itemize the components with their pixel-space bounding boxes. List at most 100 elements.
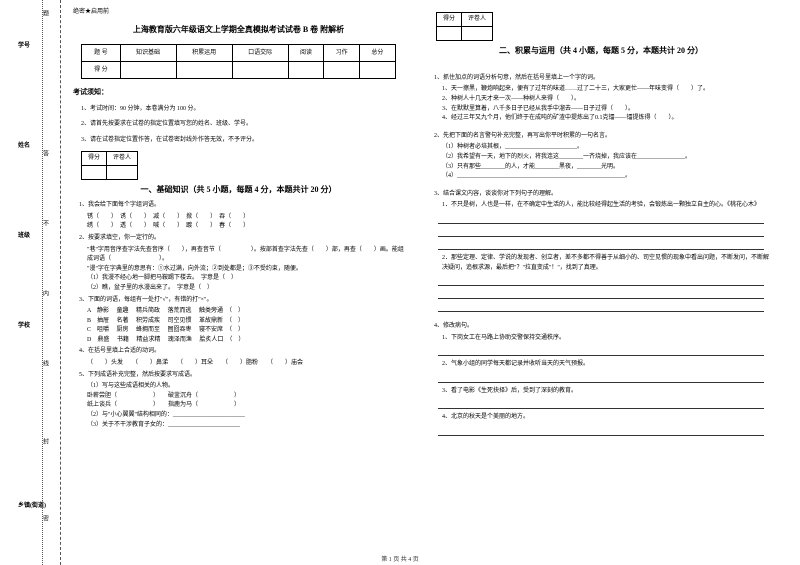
q2-sub1: （1）我漫不经心地一脚把马鞍踢下楼去。 字意是（ ） [87, 274, 404, 284]
q2-stem: 2、按要求填空，你一定行的。 [79, 234, 404, 244]
scorebox2-blank1 [437, 27, 462, 41]
score-h-4: 口语交际 [232, 45, 288, 62]
s2q2-l1: （1）种树者必培其根，________________________。 [442, 143, 774, 153]
scorebox-blank2 [107, 166, 138, 180]
right-column: 得分评卷人 二、积累与运用（共 4 小题，每题 5 分，本题共计 20 分） 1… [416, 0, 786, 565]
fix-line-3 [438, 400, 764, 409]
seal-char-2: 答 [41, 150, 50, 156]
section1-scorebox: 得分评卷人 [81, 151, 138, 180]
score-summary-table: 题 号 知识基础 积累运用 口语交际 阅读 习作 总分 得 分 [81, 44, 395, 79]
left-column: 绝密★启用前 上海教育版六年级语文上学期全真模拟考试试卷 B 卷 附解析 题 号… [61, 0, 416, 565]
answer-line-5 [438, 290, 764, 299]
score-r-2 [120, 62, 176, 79]
scorebox2-blank2 [462, 27, 493, 41]
s2q1-l4: 4、经过三年又九个月，他们终于在成吨的矿渣中提炼出了0.1克镭——镭提炼得（ ）… [442, 114, 774, 124]
seal-line-1 [42, 0, 43, 565]
section2-scorebox: 得分评卷人 [436, 12, 493, 41]
exam-title: 上海教育版六年级语文上学期全真模拟考试试卷 B 卷 附解析 [73, 24, 404, 37]
instruction-1: 1、考试时间：90 分钟，本卷满分为 100 分。 [81, 105, 404, 115]
s2q2-stem: 2、先把下面的名言警句补充完整，再写出你平时积累的一句名言。 [434, 132, 774, 142]
s2q1-l3: 3、在默默里算着，八千多日子已经从我手中溜去——日子过得（ ）。 [442, 105, 774, 115]
fix-line-1 [438, 347, 764, 356]
seal-char-7: 密 [41, 515, 50, 521]
scorebox-c2: 评卷人 [107, 152, 138, 166]
s2q2-l3: （3）只有那些________的人，才能________黑夜，________光… [442, 163, 774, 173]
page-footer: 第 1 页 共 4 页 [0, 554, 800, 563]
s2q3-l1: 1．不只是树，人也是一样，在不确定中生活的人，能比较经得起生活的考验，会锻炼出一… [442, 201, 774, 211]
q5-sub1: （1）写与这些成语相关的人物。 [87, 382, 404, 392]
score-r-1: 得 分 [82, 62, 120, 79]
q2-l2: "漫"字在字典里的意思有：①水过满，向外流；②到处都是；③不受约束，随便。 [87, 265, 404, 275]
instruction-2: 2、请首先按要求在试卷的指定位置填写您的姓名、班级、学号。 [81, 120, 404, 130]
q3-row-c: C 咀嚼 厨房 蜂拥而至 囫囵吞枣 寝不安席 （ ） [87, 326, 404, 336]
s2q1-l1: 1、天一擦黑，鞭炮响起来，便有了过年的味道……过了二十三，大家更忙——年味变得（… [442, 85, 774, 95]
s2q4-l3: 3、看了电影《生死抉择》后，受到了深刻的教育。 [442, 387, 774, 397]
instructions-heading: 考试须知： [73, 87, 404, 98]
class-label: 班级 [18, 230, 30, 239]
q4-stem: 4、在括号里填上合适的动词。 [79, 347, 404, 357]
name-label: 姓名 [18, 140, 30, 149]
s2q2-l2: （2）我希望有一天，地下的烈火，将我连这________一齐烧掉，我应该在___… [442, 153, 774, 163]
s2q1-l2: 2、种树人十几天才来一次——种树人来得（ ）。 [442, 95, 774, 105]
q3-row-d: D 鼎盛 书籍 精益求精 瑰泽而渔 脍炙人口 （ ） [87, 336, 404, 346]
score-h-2: 知识基础 [120, 45, 176, 62]
score-h-7: 总分 [359, 45, 395, 62]
student-id-label: 学号 [18, 40, 30, 49]
score-h-3: 积累运用 [176, 45, 232, 62]
score-r-7 [359, 62, 395, 79]
score-h-6: 习作 [324, 45, 360, 62]
q4-line: （ ）头发 （ ）鼻涕 （ ）耳朵 （ ）脂粉 （ ）庙会 [87, 359, 404, 369]
q5-line2: 纸上谈兵（ ） 指鹿为马（ ） [87, 401, 404, 411]
s2q4-l2: 2、气象小组的同学每天都记录并收听当天的天气预报。 [442, 360, 774, 370]
scorebox2-c1: 得分 [437, 13, 462, 27]
school-label: 学校 [18, 320, 30, 329]
fix-line-2 [438, 374, 764, 383]
fix-line-4 [438, 427, 764, 436]
s2q3-add: 2．那些定理、定律、学说的发现者、创立者，差不多都不得善于从细小的、司空见惯的现… [442, 254, 774, 273]
q5-stem: 5、下列成语补充完整，然后按要求写成语。 [79, 371, 404, 381]
score-r-3 [176, 62, 232, 79]
scorebox-blank1 [82, 166, 107, 180]
q3-row-a: A 静影 童趣 精兵简政 落荒而逃 触类旁通 （ ） [87, 307, 404, 317]
score-r-5 [288, 62, 324, 79]
q1-stem: 1、我会给下面每个字组词语。 [79, 201, 404, 211]
s2q1-stem: 1、抓住加点的词语分析句意，然后在括号里填上一个字的词。 [434, 74, 774, 84]
q5-line1: 卧薪尝胆（ ） 破釜沉舟（ ） [87, 392, 404, 402]
q3-row-b: B 抽屉 名著 积劳成疾 司空见惯 革故鼎新 （ ） [87, 317, 404, 327]
q2-l1: "巷"字用音序查字法先查音序（ ），再查音节（ ）。按部首查字法先查（ ）部，再… [87, 246, 404, 265]
s2q2-l4: （4）_____________________________________… [442, 172, 774, 182]
q1-row1: 锈（ ） 诱（ ） 减（ ） 掀（ ） 吞（ ） [87, 213, 404, 223]
seal-char-4: 内 [41, 290, 50, 296]
answer-line-3 [438, 241, 764, 250]
seal-char-3: 不 [41, 220, 50, 226]
answer-line-4 [438, 277, 764, 286]
s2q3-stem: 3、结合课文内容，谈谈你对下列句子的理解。 [434, 190, 774, 200]
s2q4-l1: 1、下岗女工在马路上协助交警保持交通秩序。 [442, 334, 774, 344]
score-h-1: 题 号 [82, 45, 120, 62]
q1-row2: 绣（ ） 透（ ） 喊（ ） 踱（ ） 春（ ） [87, 222, 404, 232]
s2q4-l4: 4、北京的秋天是个美丽的地方。 [442, 413, 774, 423]
section-1-title: 一、基础知识（共 5 小题，每题 4 分，本题共计 20 分） [73, 184, 404, 197]
q3-stem: 3、下面的词语，每组有一处打"√"，有错的打"×"。 [79, 296, 404, 306]
instructions-list: 1、考试时间：90 分钟，本卷满分为 100 分。 2、请首先按要求在试卷的指定… [73, 105, 404, 146]
q2-sub2: （2）瞧，盆子里的水漫出来了。 字意是（ ） [87, 284, 404, 294]
answer-line-2 [438, 228, 764, 237]
section-2-title: 二、积累与运用（共 4 小题，每题 5 分，本题共计 20 分） [428, 45, 774, 58]
seal-char-1: 题 [41, 10, 50, 16]
exam-page: 学号 姓名 班级 学校 乡镇(街道) 题 答 不 内 线 封 密 绝密★启用前 … [0, 0, 800, 565]
confidential-mark: 绝密★启用前 [73, 8, 404, 18]
seal-char-5: 线 [41, 360, 50, 366]
scorebox2-c2: 评卷人 [462, 13, 493, 27]
q5-sub3: （3）关于不干涉教育子女的：________________________ [87, 421, 404, 431]
binding-margin: 学号 姓名 班级 学校 乡镇(街道) 题 答 不 内 线 封 密 [0, 0, 61, 565]
score-h-5: 阅读 [288, 45, 324, 62]
answer-line-6 [438, 303, 764, 312]
answer-line-1 [438, 215, 764, 224]
seal-char-6: 封 [41, 438, 50, 444]
scorebox-c1: 得分 [82, 152, 107, 166]
q5-sub2: （2）与"小心翼翼"结构相同的：________________________ [87, 411, 404, 421]
s2q4-stem: 4、修改病句。 [434, 322, 774, 332]
instruction-3: 3、请在试卷指定位置作答，在试卷密封线外作答无效，不予评分。 [81, 136, 404, 146]
score-r-6 [324, 62, 360, 79]
score-r-4 [232, 62, 288, 79]
